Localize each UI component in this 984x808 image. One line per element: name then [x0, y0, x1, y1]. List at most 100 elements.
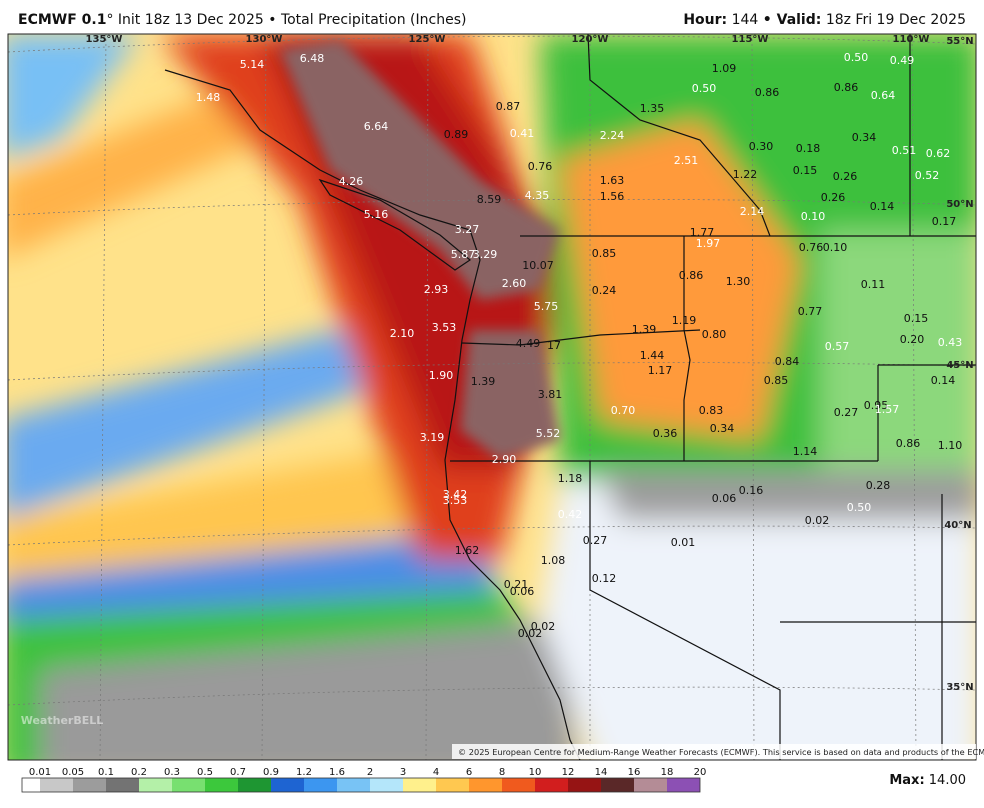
lon-label: 115°W	[732, 34, 769, 45]
colorbar-swatch	[337, 778, 370, 792]
hour: 144	[731, 12, 759, 28]
lat-label: 50°N	[946, 199, 973, 210]
precip-value: 0.43	[938, 336, 963, 349]
precip-value: 0.26	[821, 191, 846, 204]
precip-value: 0.76	[799, 241, 824, 254]
precip-value: 5.87	[451, 248, 476, 261]
precip-value: 0.02	[518, 627, 543, 640]
colorbar-swatch	[304, 778, 337, 792]
precip-value: 5.52	[536, 427, 561, 440]
precip-value: 0.87	[496, 100, 521, 113]
lat-label: 45°N	[946, 360, 973, 371]
colorbar-tick: 0.2	[131, 767, 147, 778]
precip-value: 2.93	[424, 283, 449, 296]
precip-value: 0.62	[926, 147, 951, 160]
precip-value: 5.16	[364, 208, 389, 221]
precip-value: 0.34	[852, 131, 877, 144]
credit: © 2025 European Centre for Medium-Range …	[458, 747, 984, 757]
colorbar-swatch	[403, 778, 436, 792]
title-bold: ECMWF 0.1	[18, 12, 107, 28]
precip-value: 0.50	[844, 51, 869, 64]
precip-value: 0.06	[712, 492, 737, 505]
title-rest: ° Init 18z 13 Dec 2025 • Total Precipita…	[106, 12, 467, 28]
precip-value: 0.95	[864, 399, 889, 412]
colorbar-swatch	[22, 778, 40, 792]
graticule	[8, 34, 976, 760]
precip-value: 3.81	[538, 388, 563, 401]
precip-value: 1.09	[712, 62, 737, 75]
precip-value: 0.50	[847, 501, 872, 514]
colorbar: 0.01 0.05 0.1 0.2 0.3 0.5 0.7 0.9 1.2 1.6 2 3 4 6 8 10 1…	[21, 767, 966, 793]
precip-value: 4.35	[525, 189, 550, 202]
valid-info: Hour: 144 • Valid: 18z Fri 19 Dec 2025	[683, 12, 966, 28]
precip-value: 0.10	[801, 210, 826, 223]
colorbar-tick: 8	[499, 767, 505, 778]
precip-value: 1.90	[429, 369, 454, 382]
colorbar-tick: 0.01	[29, 767, 51, 778]
colorbar-swatch	[634, 778, 667, 792]
precip-value: 0.02	[531, 620, 556, 633]
precip-value: 3.53	[432, 321, 457, 334]
colorbar-swatch	[469, 778, 502, 792]
precip-value: 0.42	[558, 508, 583, 521]
colorbar-swatch	[667, 778, 700, 792]
precip-value: 1.10	[938, 439, 963, 452]
precip-value: 1.17	[648, 364, 673, 377]
labels: 135°W 130°W 125°W 120°W 115°W 110°W 55°N 50°N 45…	[21, 34, 984, 759]
colorbar-swatch	[139, 778, 172, 792]
precip-value: 8.59	[477, 193, 502, 206]
precip-field	[8, 34, 976, 760]
precip-value: 0.24	[592, 284, 617, 297]
precip-value: 2.90	[492, 453, 517, 466]
colorbar-tick: 4	[433, 767, 439, 778]
colorbar-swatch	[535, 778, 568, 792]
precip-value: 1.08	[541, 554, 566, 567]
lon-label: 110°W	[893, 34, 930, 45]
precip-value: 4.49	[516, 337, 541, 350]
colorbar-tick: 0.7	[230, 767, 246, 778]
precip-value: 1.77	[690, 226, 715, 239]
credit-bg	[452, 744, 976, 759]
colorbar-swatch	[106, 778, 139, 792]
colorbar-swatch	[370, 778, 403, 792]
precip-value: 0.27	[834, 406, 859, 419]
precip-value: 5.14	[240, 58, 265, 71]
precip-value: 0.64	[871, 89, 896, 102]
precip-value: 0.27	[583, 534, 608, 547]
precip-value: 1.19	[672, 314, 697, 327]
precip-value: 2.14	[740, 205, 765, 218]
precip-value: 0.14	[931, 374, 956, 387]
precip-value: 0.83	[699, 404, 724, 417]
precip-value: 1.57	[875, 403, 900, 416]
colorbar-tick: 0.05	[62, 767, 84, 778]
colorbar-tick: 16	[628, 767, 641, 778]
precip-value: 0.80	[702, 328, 727, 341]
precip-value: 1.97	[696, 237, 721, 250]
precip-value: 1.44	[640, 349, 665, 362]
colorbar-tick: 0.9	[263, 767, 279, 778]
precip-value: 0.86	[834, 81, 859, 94]
colorbar-tick: 0.1	[98, 767, 114, 778]
precip-value: 1.63	[600, 174, 625, 187]
title: ECMWF 0.1° Init 18z 13 Dec 2025 • Total …	[18, 12, 466, 28]
precip-value: 0.30	[749, 140, 774, 153]
precip-value: 6.48	[300, 52, 325, 65]
colorbar-swatch	[502, 778, 535, 792]
precip-value: 0.41	[510, 127, 535, 140]
precip-value: 2.60	[502, 277, 527, 290]
precip-value: 1.56	[600, 190, 625, 203]
precip-value: 0.21	[504, 578, 529, 591]
precip-value: 1.22	[733, 168, 758, 181]
colorbar-tick: 1.2	[296, 767, 312, 778]
precip-value: 6.64	[364, 120, 389, 133]
borders	[164, 34, 976, 760]
lon-label: 120°W	[572, 34, 609, 45]
precip-value: 0.36	[653, 427, 678, 440]
precip-value: 0.10	[823, 241, 848, 254]
precip-value: 10.07	[522, 259, 554, 272]
precip-value: 0.70	[611, 404, 636, 417]
max-label: Max: 14.00	[889, 773, 966, 788]
precip-value: 1.30	[726, 275, 751, 288]
valid: 18z Fri 19 Dec 2025	[825, 12, 966, 28]
precip-value: 0.16	[739, 484, 764, 497]
